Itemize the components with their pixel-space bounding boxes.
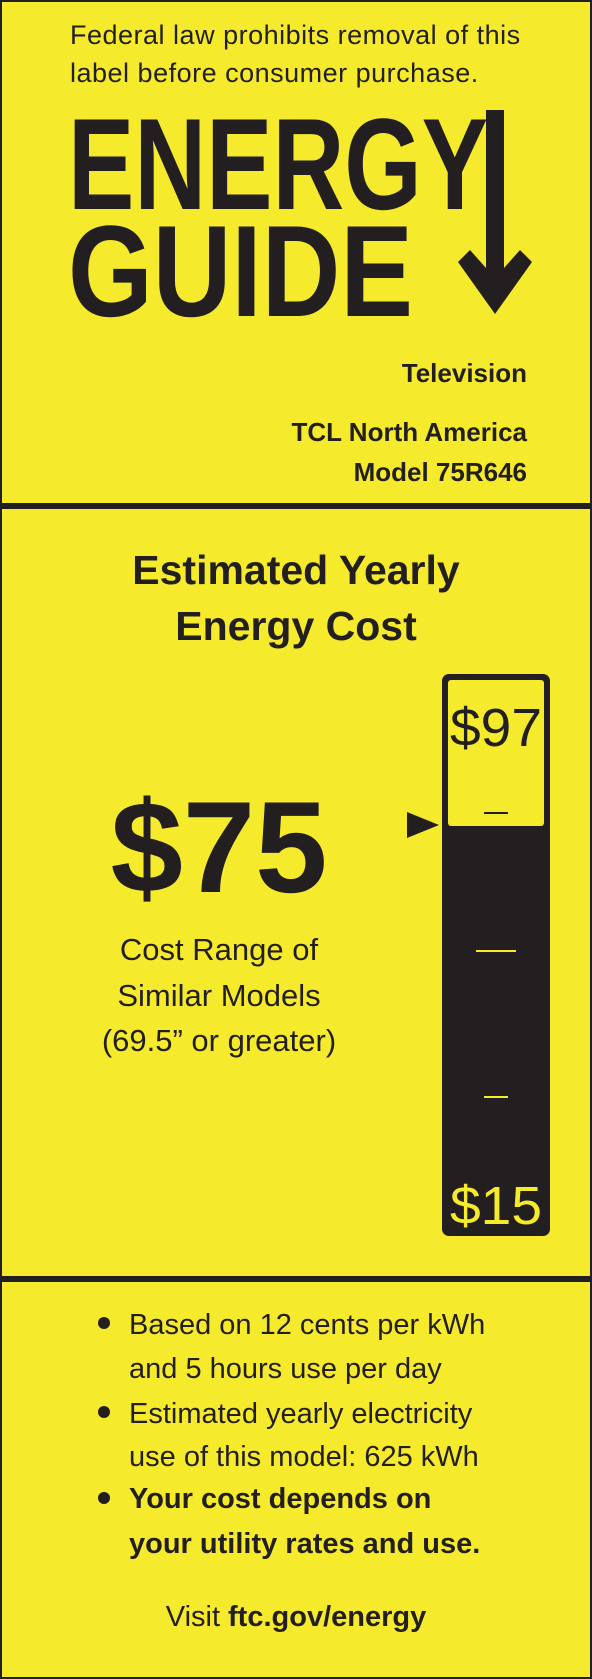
divider <box>0 503 592 509</box>
footer: Visit ftc.gov/energy <box>166 1601 426 1633</box>
bullet <box>98 1406 110 1418</box>
note-line: Estimated yearly electricity <box>129 1398 473 1430</box>
note-line: use of this model: 625 kWh <box>129 1441 479 1473</box>
range-caption: Cost Range of <box>120 932 319 967</box>
cost-title: Estimated Yearly <box>132 547 460 593</box>
cost-value: $75 <box>111 774 328 920</box>
notice-line: Federal law prohibits removal of this <box>70 20 521 50</box>
logo-line: GUIDE <box>68 198 413 344</box>
cost-title: Energy Cost <box>175 603 417 649</box>
bullet <box>98 1492 110 1504</box>
range-bar-top <box>448 680 544 826</box>
range-caption: (69.5” or greater) <box>102 1023 336 1058</box>
note-line: and 5 hours use per day <box>129 1353 442 1385</box>
footer-prefix: Visit <box>166 1601 220 1633</box>
divider <box>0 1276 592 1282</box>
range-high: $97 <box>450 698 542 758</box>
note-line: your utility rates and use. <box>129 1528 480 1560</box>
note-line: Your cost depends on <box>129 1483 431 1515</box>
bullet <box>98 1317 110 1329</box>
notice-line: label before consumer purchase. <box>70 58 479 88</box>
notes: Based on 12 cents per kWh and 5 hours us… <box>98 1309 485 1560</box>
logo-arrow <box>458 110 532 314</box>
range-caption: Similar Models <box>117 978 320 1013</box>
cost-marker <box>407 812 439 838</box>
range-low: $15 <box>450 1176 542 1236</box>
logo-line: ENERGY <box>68 91 488 237</box>
product-type: Television <box>402 358 527 388</box>
manufacturer: TCL North America <box>292 417 528 447</box>
note-line: Based on 12 cents per kWh <box>129 1309 485 1341</box>
model: Model 75R646 <box>354 457 527 487</box>
footer-link: ftc.gov/energy <box>228 1601 426 1633</box>
